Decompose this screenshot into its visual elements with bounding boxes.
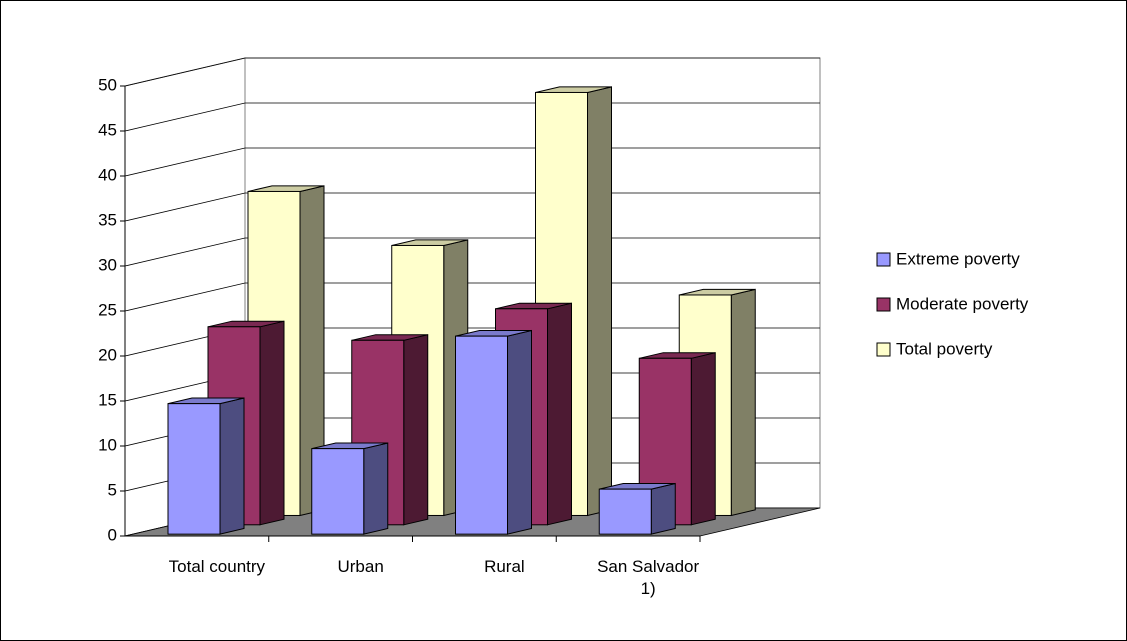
y-tick-label: 15 [98, 390, 117, 409]
bar-side [650, 482, 676, 535]
bar-side [259, 320, 285, 526]
x-tick-label: Rural [484, 557, 525, 576]
y-tick-label: 50 [98, 75, 117, 94]
legend-label: Moderate poverty [896, 294, 1029, 313]
legend-label: Extreme poverty [896, 249, 1020, 268]
legend-swatch [876, 252, 891, 267]
legend-swatch [876, 297, 891, 312]
bar-side [507, 329, 532, 535]
y-tick-label: 20 [98, 345, 117, 364]
y-tick-label: 30 [98, 255, 117, 274]
grid-line [124, 282, 820, 312]
grid-line [124, 102, 820, 132]
grid-line [124, 57, 820, 87]
x-tick-label: Total country [168, 557, 266, 576]
bar-side [403, 334, 429, 526]
bar [311, 448, 365, 535]
bar-side [690, 352, 716, 526]
y-tick-label: 5 [108, 480, 117, 499]
bar-side [363, 442, 389, 535]
y-tick-label: 25 [98, 300, 117, 319]
y-tick-label: 0 [108, 525, 117, 544]
legend-label: Total poverty [896, 339, 993, 358]
grid-line [124, 147, 820, 177]
bar-side [219, 397, 245, 535]
y-tick-label: 10 [98, 435, 117, 454]
grid-line [124, 237, 820, 267]
bar-side [547, 302, 572, 526]
legend-swatch [876, 342, 891, 357]
x-tick-label: San Salvador 1) [597, 557, 700, 598]
bar [167, 403, 221, 535]
y-tick-label: 45 [98, 120, 117, 139]
bar [598, 488, 652, 535]
x-tick-label: Urban [337, 557, 384, 576]
y-tick-label: 35 [98, 210, 117, 229]
bar [455, 335, 508, 535]
bar-side [587, 86, 612, 517]
y-tick-label: 40 [98, 165, 117, 184]
bar-side [730, 288, 756, 517]
grid-line [124, 192, 820, 222]
